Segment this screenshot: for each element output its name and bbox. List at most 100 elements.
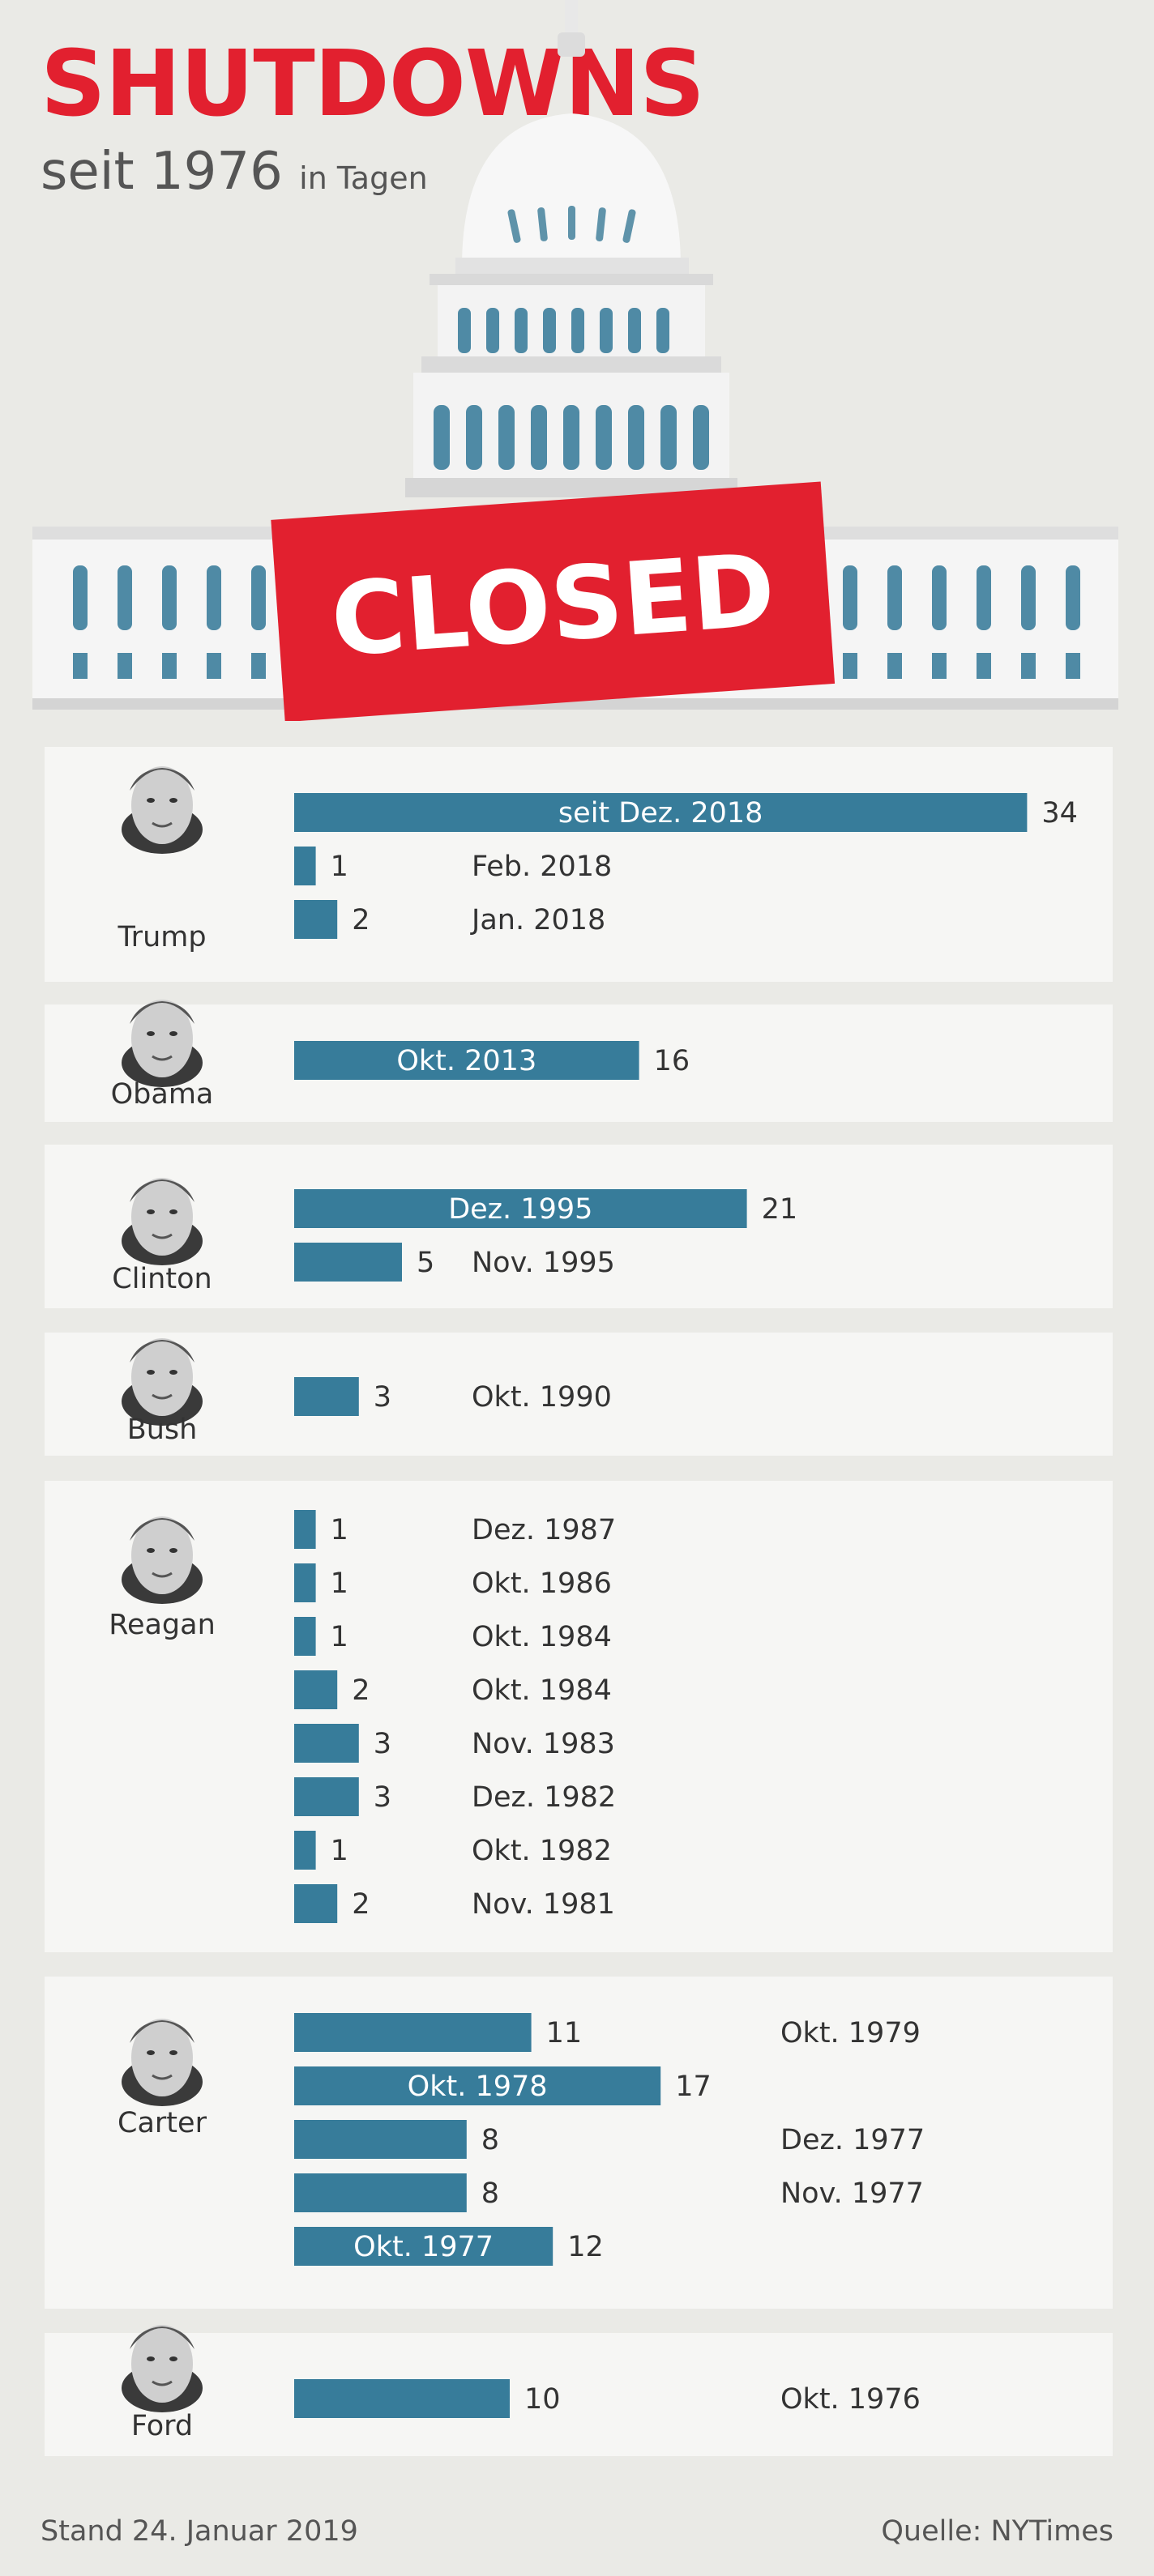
bar-row: 12 Okt. 1977	[294, 2227, 604, 2266]
bar	[294, 2013, 532, 2052]
president-group-reagan: Reagan 1 Dez. 1987 1 Okt. 1986 1 Okt. 1984 2 Okt…	[45, 1481, 1113, 1952]
footer-source: Quelle: NYTimes	[881, 2515, 1113, 2548]
date-label: Okt. 1984	[472, 1674, 612, 1707]
bar-row: 16 Okt. 2013	[294, 1041, 690, 1080]
bar-row: 3 Nov. 1983	[294, 1724, 615, 1763]
panel-trump	[45, 747, 1113, 982]
capitol-dome-icon	[455, 0, 689, 274]
date-label: Nov. 1981	[472, 1888, 615, 1921]
bar	[294, 2379, 510, 2418]
clinton-portrait-icon	[122, 1178, 203, 1265]
bar	[294, 1563, 316, 1602]
bar	[294, 1189, 747, 1228]
bar-row: 3 Dez. 1982	[294, 1777, 616, 1816]
date-label: Okt. 1977	[353, 2231, 494, 2263]
bar	[294, 793, 1028, 832]
date-label: Nov. 1983	[472, 1728, 615, 1760]
date-label: Jan. 2018	[470, 904, 605, 936]
date-label: Dez. 1987	[472, 1514, 616, 1546]
value-label: 3	[374, 1381, 391, 1414]
ford-portrait-icon	[122, 2325, 203, 2412]
bar-row: 3 Okt. 1990	[294, 1377, 612, 1416]
bar	[294, 900, 338, 939]
bar	[294, 1777, 359, 1816]
date-label: Okt. 1990	[472, 1381, 612, 1414]
value-label: 17	[675, 2071, 712, 2103]
value-label: 10	[524, 2383, 561, 2416]
obama-portrait-icon	[122, 1000, 203, 1087]
date-label: Okt. 2013	[396, 1045, 536, 1077]
shutdown-chart: Trump 34 seit Dez. 2018 1 Feb. 2018 2 Jan. 201…	[45, 747, 1113, 2456]
bar-row: 5 Nov. 1995	[294, 1243, 615, 1282]
bar-row: 1 Okt. 1984	[294, 1617, 612, 1656]
president-name-reagan: Reagan	[109, 1609, 216, 1641]
value-label: 12	[567, 2231, 604, 2263]
president-group-ford: Ford 10 Okt. 1976	[45, 2325, 1113, 2456]
date-label: Okt. 1982	[472, 1835, 612, 1867]
subtitle-text: seit 1976	[41, 142, 283, 202]
date-label: seit Dez. 2018	[558, 797, 763, 830]
bar-row: 8 Dez. 1977	[294, 2120, 925, 2159]
date-label: Okt. 1986	[472, 1567, 612, 1600]
bar-row: 17 Okt. 1978	[294, 2066, 712, 2105]
bar	[294, 1243, 402, 1282]
panel-reagan	[45, 1481, 1113, 1952]
date-label: Nov. 1995	[472, 1247, 615, 1279]
footer-date: Stand 24. Januar 2019	[41, 2515, 358, 2548]
bar-row: 1 Dez. 1987	[294, 1510, 616, 1549]
bar	[294, 847, 316, 885]
value-label: 8	[481, 2124, 499, 2156]
bar-row: 2 Nov. 1981	[294, 1884, 615, 1923]
president-group-carter: Carter 11 Okt. 1979 17 Okt. 1978 8 Dez. 1977 8 N…	[45, 1977, 1113, 2309]
unit-label: in Tagen	[299, 160, 428, 196]
date-label: Okt. 1979	[780, 2017, 921, 2049]
date-label: Feb. 2018	[472, 851, 612, 883]
bush-portrait-icon	[122, 1338, 203, 1426]
bar-row: 10 Okt. 1976	[294, 2379, 921, 2418]
president-group-trump: Trump 34 seit Dez. 2018 1 Feb. 2018 2 Jan. 201…	[45, 747, 1113, 982]
bar	[294, 1724, 359, 1763]
capitol-building-illustration: CLOSED	[32, 0, 1118, 721]
panel-carter	[45, 1977, 1113, 2309]
bar	[294, 1831, 316, 1870]
bar	[294, 1041, 639, 1080]
date-label: Dez. 1982	[472, 1781, 616, 1814]
bar-row: 1 Okt. 1982	[294, 1831, 612, 1870]
page-subtitle: seit 1976 in Tagen	[41, 146, 428, 198]
bar	[294, 1510, 316, 1549]
bar	[294, 2120, 467, 2159]
president-group-bush: Bush 3 Okt. 1990	[45, 1333, 1113, 1456]
date-label: Nov. 1977	[780, 2177, 924, 2210]
capitol-drum	[405, 274, 737, 497]
bar-row: 8 Nov. 1977	[294, 2173, 924, 2212]
carter-portrait-icon	[122, 2019, 203, 2106]
president-name-clinton: Clinton	[112, 1263, 212, 1295]
value-label: 21	[762, 1193, 798, 1226]
value-label: 8	[481, 2177, 499, 2210]
date-label: Okt. 1976	[780, 2383, 921, 2416]
bar	[294, 1670, 338, 1709]
panel-ford	[45, 2333, 1113, 2456]
bar-row: 2 Jan. 2018	[294, 900, 605, 939]
value-label: 5	[417, 1247, 434, 1279]
president-name-ford: Ford	[131, 2410, 193, 2442]
date-label: Dez. 1995	[448, 1193, 592, 1226]
value-label: 1	[331, 1567, 348, 1600]
value-label: 11	[546, 2017, 583, 2049]
president-name-carter: Carter	[118, 2107, 207, 2139]
bar-row: 21 Dez. 1995	[294, 1189, 797, 1228]
date-label: Dez. 1977	[780, 2124, 925, 2156]
date-label: Okt. 1978	[408, 2071, 548, 2103]
bar	[294, 1884, 338, 1923]
closed-stamp: CLOSED	[271, 481, 836, 721]
bar	[294, 2227, 553, 2266]
bar	[294, 2173, 467, 2212]
bar-row: 1 Feb. 2018	[294, 847, 612, 885]
value-label: 1	[331, 1621, 348, 1653]
president-group-obama: Obama 16 Okt. 2013	[45, 1000, 1113, 1122]
bar-row: 2 Okt. 1984	[294, 1670, 612, 1709]
bar	[294, 2066, 661, 2105]
reagan-portrait-icon	[122, 1516, 203, 1604]
bar	[294, 1377, 359, 1416]
value-label: 1	[331, 1835, 348, 1867]
